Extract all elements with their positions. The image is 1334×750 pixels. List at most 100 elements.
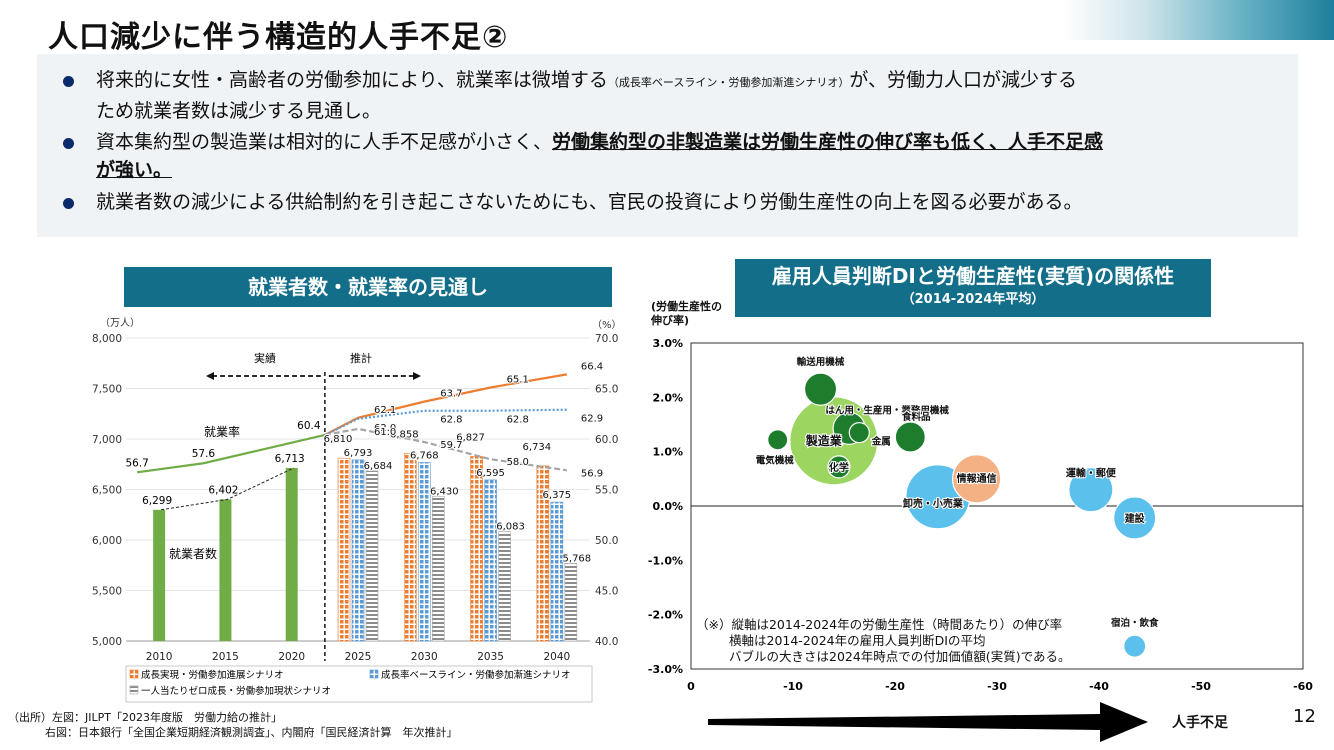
rate-label-actual: 57.6	[192, 448, 216, 460]
rate-label-series-1: 65.1	[507, 374, 529, 385]
y-right-tick: 45.0	[595, 586, 618, 598]
productivity-di-chart: 3.0% 2.0% 1.0% 0.0% -1.0% -2.0% -3.0% 0 -10 -20 -3…	[648, 337, 1313, 693]
x-tick: -10	[783, 680, 803, 693]
bubble	[848, 422, 870, 444]
label-employed: 就業者数	[169, 546, 217, 561]
y-left-tick: 5,500	[92, 586, 122, 598]
bar-actual	[285, 467, 298, 641]
bar-series-1	[403, 453, 417, 642]
bullet3-text: 就業者数の減少による供給制約を引き起こさないためにも、官民の投資により労働生産性…	[96, 191, 1083, 213]
bar-series-2	[351, 459, 365, 642]
y-left-tick: 6,500	[92, 485, 122, 497]
legend-swatch	[129, 669, 139, 679]
page-title: 人口減少に伴う構造的人手不足②	[48, 20, 509, 55]
y-tick: 0.0%	[652, 500, 683, 513]
bar-label-series-2: 6,375	[543, 490, 572, 501]
bubble	[803, 372, 838, 406]
bubble-label: 電気機械	[756, 455, 795, 467]
bar-label-series-3: 6,083	[496, 522, 525, 533]
bubble	[1113, 496, 1157, 540]
right-chart-title: 雇用人員判断DIと労働生産性(実質)の関係性	[771, 264, 1175, 288]
y-right-tick: 60.0	[595, 434, 618, 446]
rate-label-actual: 60.4	[297, 420, 321, 432]
y-left-tick: 7,000	[92, 434, 122, 446]
rate-label-series-3: 61.0	[374, 427, 396, 438]
bullet-panel: 将来的に女性・高齢者の労働参加により、就業率は微増する（成長率ベースライン・労働…	[37, 54, 1298, 237]
rate-label-series-3: 59.7	[440, 440, 462, 451]
bubble	[767, 429, 789, 451]
rate-line-series-1	[324, 373, 568, 436]
bar-label-series-2: 6,768	[410, 450, 439, 461]
bullet-dot-icon	[63, 76, 74, 87]
right-chart-subtitle: （2014-2024年平均）	[901, 292, 1045, 307]
bar-series-3	[498, 531, 511, 642]
bullet-dot-icon	[63, 198, 74, 209]
x-tick: -20	[885, 680, 905, 693]
label-actual: 実績	[254, 351, 276, 365]
rate-line-series-3	[324, 427, 568, 472]
actual-arrowhead	[206, 372, 214, 380]
x-tick: 2035	[477, 651, 504, 663]
x-tick: 2015	[212, 651, 239, 663]
bullet1-line2: ため就業者数は減少する見通し。	[96, 100, 382, 122]
y-right-tick: 40.0	[595, 636, 618, 648]
y-left-tick: 5,000	[92, 636, 122, 648]
x-tick: -40	[1089, 680, 1109, 693]
page-number: 12	[1293, 706, 1316, 727]
bubble-label: 化学	[829, 461, 849, 474]
bullet2-emphasis: 労働集約型の非製造業は労働生産性の伸び率も低く、人手不足感	[552, 131, 1104, 153]
x-tick: -30	[987, 680, 1007, 693]
bar-label-series-1: 6,827	[456, 432, 485, 443]
bubble	[827, 455, 851, 479]
rate-line-actual	[136, 433, 326, 474]
bar-series-1	[470, 456, 483, 642]
bar-label-actual: 6,299	[142, 495, 172, 507]
employment-trend-line	[161, 467, 294, 511]
bubble	[1123, 634, 1147, 658]
x-tick: -50	[1191, 680, 1211, 693]
y-tick: 2.0%	[652, 391, 683, 404]
bubble	[894, 421, 926, 453]
x-tick: 2025	[345, 651, 372, 663]
y-left-tick: 8,000	[92, 333, 122, 345]
y-left-tick: 7,500	[92, 384, 122, 396]
shortage-arrow-icon	[708, 702, 1148, 742]
bullet-dot-icon	[63, 138, 74, 149]
y-right-tick: 65.0	[595, 384, 618, 396]
y-left-tick: 6,000	[92, 535, 122, 547]
bar-label-actual: 6,402	[208, 484, 238, 496]
bubble-label: 宿泊・飲食	[1111, 617, 1159, 629]
rate-label-series-1: 62.1	[374, 405, 396, 416]
label-forecast: 推計	[350, 351, 372, 365]
employment-chart: （万人） （%） 8,000 7,500 7,000 6,500 6,000 5,500 5,0…	[92, 317, 622, 703]
legend-label: 一人当たりゼロ成長・労働参加現状シナリオ	[141, 685, 331, 697]
bullet2-emphasis-line2: が強い。	[96, 159, 173, 181]
bar-label-series-2: 6,793	[344, 448, 373, 459]
y-right-tick: 50.0	[595, 535, 618, 547]
bar-series-3	[431, 496, 445, 642]
rate-label-series-2: 62.0	[374, 423, 396, 434]
bar-series-2	[550, 501, 564, 642]
bubble-label: 運輸・郵便	[1066, 467, 1117, 480]
bar-series-3	[365, 470, 379, 642]
rate-label-series-2: 62.9	[581, 414, 603, 425]
y-tick: 1.0%	[652, 446, 683, 459]
bubble	[1068, 467, 1114, 513]
bar-series-3	[564, 563, 578, 642]
x-tick: 2030	[411, 651, 438, 663]
source-note: （出所）左図：JILPT「2023年度版 労働力給の推計」 右図：日本銀行「全国…	[8, 711, 458, 739]
bar-label-series-2: 6,595	[476, 468, 505, 479]
legend-label: 成長実現・労働参加進展シナリオ	[141, 669, 284, 681]
bar-actual	[153, 509, 166, 641]
bullet1-text-end: が、労働力人口が減少する	[849, 69, 1077, 91]
rate-line-series-2	[324, 408, 567, 436]
bubble-label: 金属	[871, 436, 891, 448]
bullet1-text: 将来的に女性・高齢者の労働参加により、就業率は微増する	[96, 69, 608, 91]
x-tick: -60	[1293, 680, 1313, 693]
x-tick: 2010	[146, 651, 173, 663]
x-tick: 2040	[543, 651, 570, 663]
x-tick: 2020	[278, 651, 305, 663]
bar-label-series-1: 6,858	[390, 429, 419, 440]
bar-label-series-1: 6,810	[324, 434, 353, 445]
legend-swatch	[369, 669, 379, 679]
